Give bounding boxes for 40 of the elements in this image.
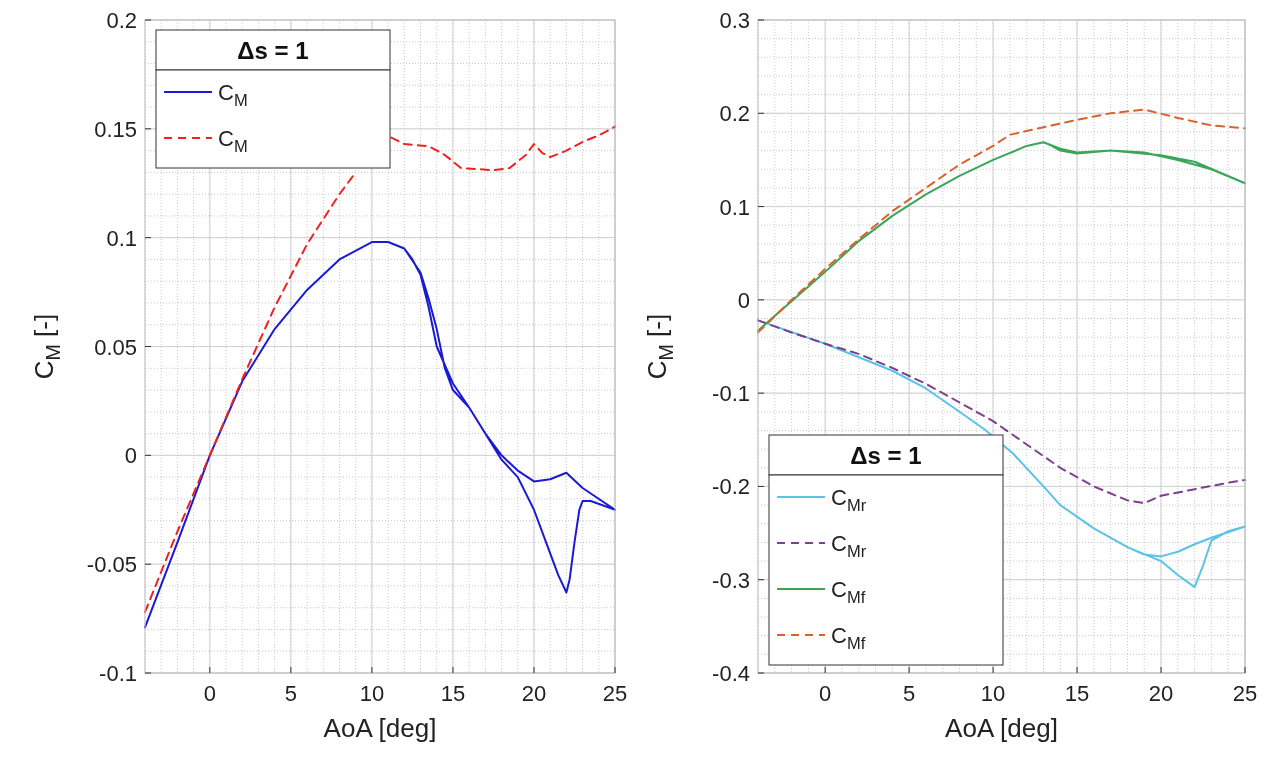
y-tick-label: -0.1: [99, 661, 137, 686]
legend-label: C$_{M}$: [218, 126, 248, 155]
legend-label: C$_{Mf}$: [831, 577, 866, 606]
x-axis-title: AoA [deg]: [323, 713, 437, 743]
y-tick-label: -0.05: [86, 552, 137, 578]
line-series: [757, 108, 1246, 334]
y-tick-label: 0: [737, 287, 750, 313]
legend-label: C$_{Mr}$: [831, 531, 867, 560]
legend-title: Δs = 1: [850, 442, 922, 469]
y-tick-label: -0.1: [712, 381, 750, 407]
y-tick-label: 0.05: [94, 334, 137, 360]
x-tick-label: 5: [284, 681, 297, 706]
y-tick-label: -0.4: [712, 661, 750, 686]
x-tick-label: 20: [521, 681, 547, 706]
x-tick-label: 20: [1148, 681, 1174, 706]
legend-label: C$_{Mf}$: [831, 623, 866, 652]
y-tick-label: 0.15: [94, 116, 137, 142]
x-tick-label: 10: [980, 681, 1006, 706]
y-tick-label: 0.1: [106, 225, 137, 251]
x-tick-label: 25: [602, 681, 628, 706]
y-tick-label: 0: [124, 443, 137, 469]
x-tick-label: 15: [1064, 681, 1090, 706]
y-tick-label: 0.2: [719, 101, 750, 127]
x-tick-label: 15: [440, 681, 466, 706]
y-tick-label: 0.2: [106, 8, 137, 33]
x-tick-label: 0: [203, 681, 216, 706]
x-tick-label: 5: [903, 681, 916, 706]
x-tick-label: 0: [819, 681, 832, 706]
x-tick-label: 10: [359, 681, 385, 706]
line-series: [757, 141, 1246, 332]
y-tick-label: -0.2: [712, 474, 750, 500]
y-tick-label: 0.3: [719, 8, 750, 33]
y-tick-label: -0.3: [712, 567, 750, 593]
x-tick-label: 25: [1232, 681, 1258, 706]
legend-title: Δs = 1: [237, 37, 309, 64]
legend-label: C$_{Mr}$: [831, 485, 867, 514]
legend-label: C$_{M}$: [218, 80, 248, 109]
y-tick-label: 0.1: [719, 194, 750, 220]
line-series: [144, 241, 616, 629]
x-axis-title: AoA [deg]: [945, 713, 1058, 743]
